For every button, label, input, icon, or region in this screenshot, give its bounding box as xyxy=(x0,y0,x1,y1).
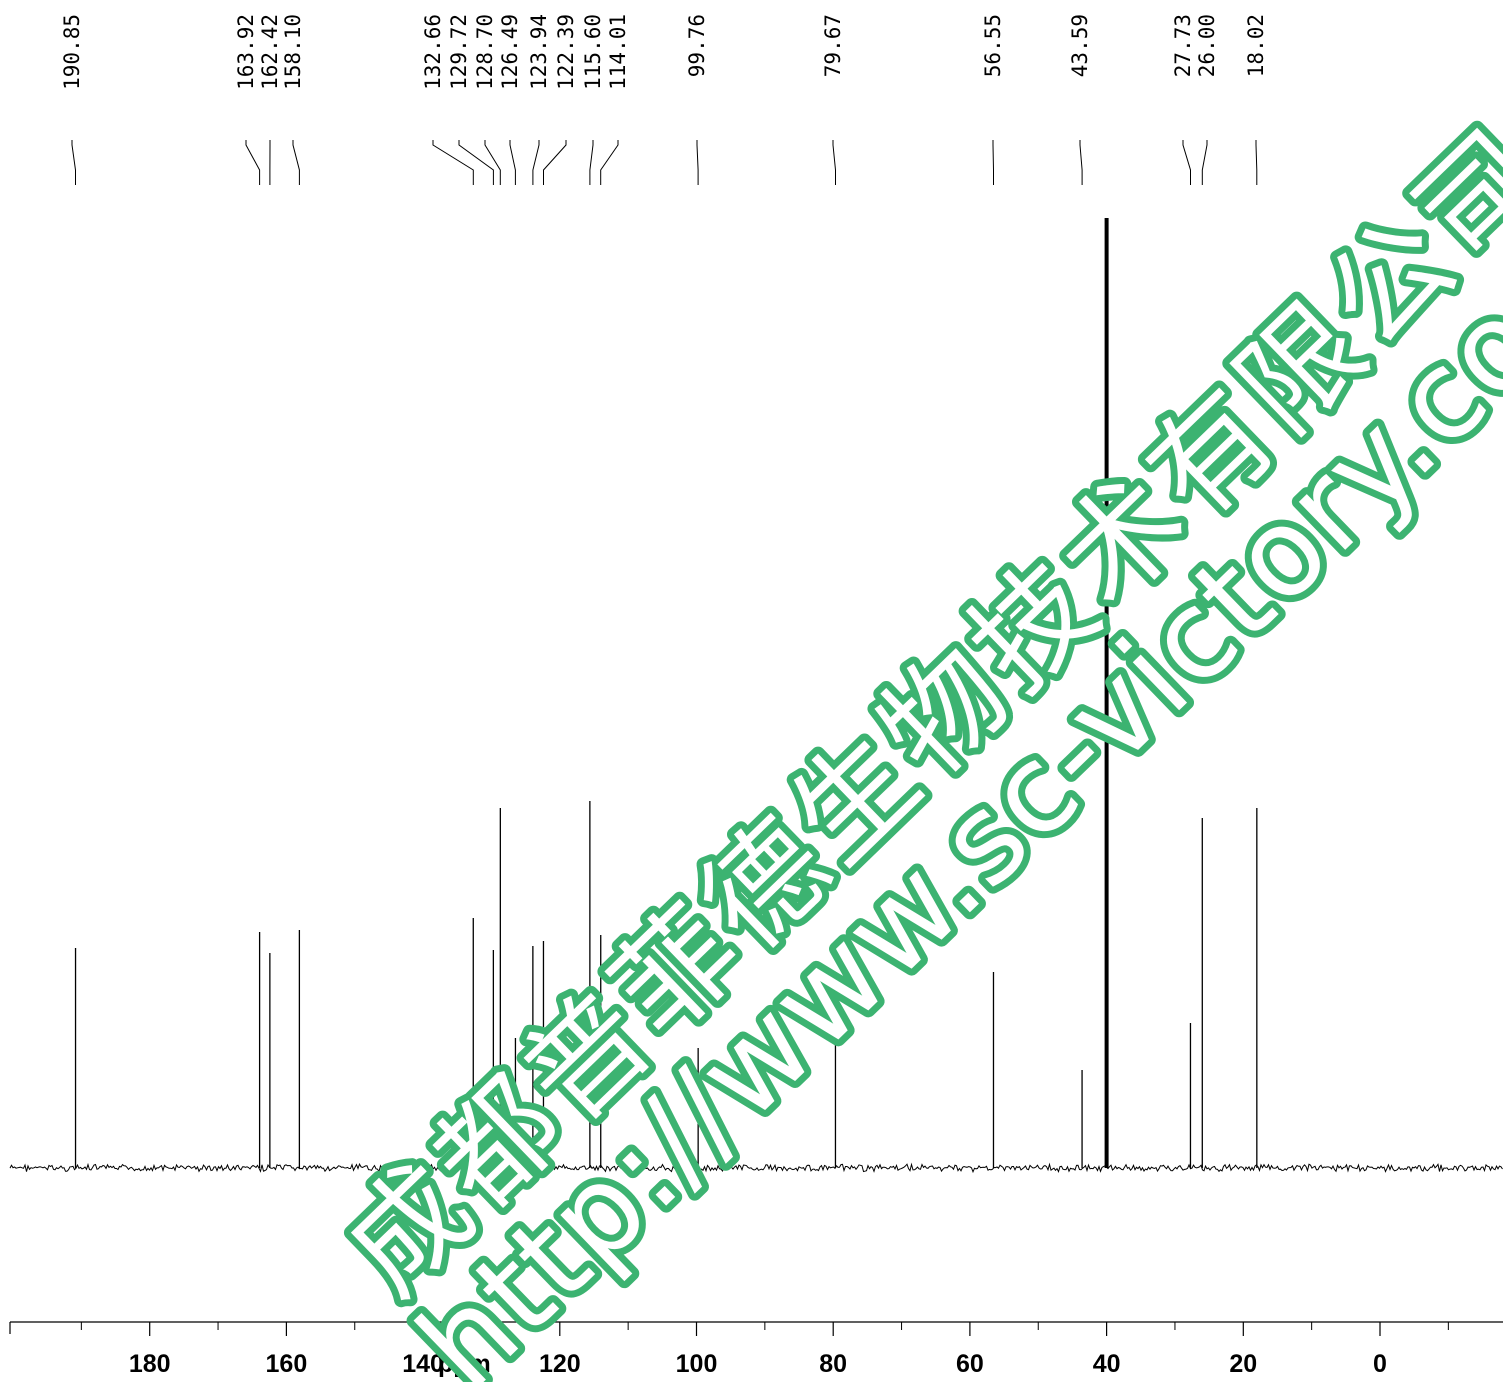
peak-label: 122.39 xyxy=(554,14,578,90)
peak-label: 190.85 xyxy=(60,14,84,90)
peak-leader-line xyxy=(484,140,501,185)
peak-leader-line xyxy=(832,140,836,185)
peak-labels: 190.85 163.92 162.42 158.10 132.66 129.72 128.… xyxy=(60,14,1268,185)
x-tick-label: 140 xyxy=(402,1350,444,1378)
peak-leader-line xyxy=(600,140,619,185)
peak-leader-line xyxy=(543,140,567,185)
peak-leader-line xyxy=(1201,140,1208,185)
peak-leader-line xyxy=(696,140,699,185)
peak-label: 79.67 xyxy=(821,14,845,77)
peak-leader-line xyxy=(1182,140,1191,185)
x-tick-label: 120 xyxy=(539,1350,581,1378)
peak-lines xyxy=(74,218,1258,1168)
x-axis-unit-label: ppm xyxy=(438,1350,491,1378)
peak-label: 27.73 xyxy=(1171,14,1195,77)
peak-label: 123.94 xyxy=(527,14,551,90)
peak-label: 128.70 xyxy=(473,14,497,90)
peak-label: 26.00 xyxy=(1195,14,1219,77)
peak-label: 43.59 xyxy=(1068,14,1092,77)
watermark-company-text: 成都普菲德生物技术有限公司 xyxy=(319,101,1503,1320)
x-tick-label: 160 xyxy=(266,1350,308,1378)
peak-label: 115.60 xyxy=(581,14,605,90)
peak-label: 114.01 xyxy=(606,14,630,90)
baseline-noise xyxy=(9,1162,1503,1174)
peak-leader-line xyxy=(1255,140,1258,185)
x-tick-label: 80 xyxy=(819,1350,847,1378)
peak-label: 126.49 xyxy=(498,14,522,90)
peak-label: 129.72 xyxy=(447,14,471,90)
x-tick-label: 0 xyxy=(1373,1350,1387,1378)
peak-leader-line xyxy=(1079,140,1083,185)
peak-leader-line xyxy=(292,140,300,185)
peak-leader-line xyxy=(589,140,594,185)
x-axis: 180 160 140 120 100 80 60 40 20 0 xyxy=(9,1321,1503,1378)
spectrum-trace xyxy=(9,1162,1503,1174)
peak-label: 56.55 xyxy=(981,14,1005,77)
peak-label: 18.02 xyxy=(1244,14,1268,77)
peak-leader-line xyxy=(71,140,76,185)
peak-leader-line xyxy=(458,140,494,185)
peak-label: 163.92 xyxy=(234,14,258,90)
peak-leader-line xyxy=(992,140,994,185)
peak-leader-line xyxy=(532,140,540,185)
peak-leader-line xyxy=(432,140,474,185)
x-tick-label: 180 xyxy=(129,1350,171,1378)
x-tick-label: 20 xyxy=(1229,1350,1257,1378)
peak-label: 158.10 xyxy=(281,14,305,90)
peak-label: 99.76 xyxy=(685,14,709,77)
x-tick-label: 100 xyxy=(676,1350,718,1378)
peak-leader-line xyxy=(245,140,261,185)
x-tick-label: 40 xyxy=(1093,1350,1121,1378)
peak-label: 132.66 xyxy=(421,14,445,90)
x-tick-label: 60 xyxy=(956,1350,984,1378)
peak-leader-line xyxy=(509,140,516,185)
peak-label: 162.42 xyxy=(258,14,282,90)
